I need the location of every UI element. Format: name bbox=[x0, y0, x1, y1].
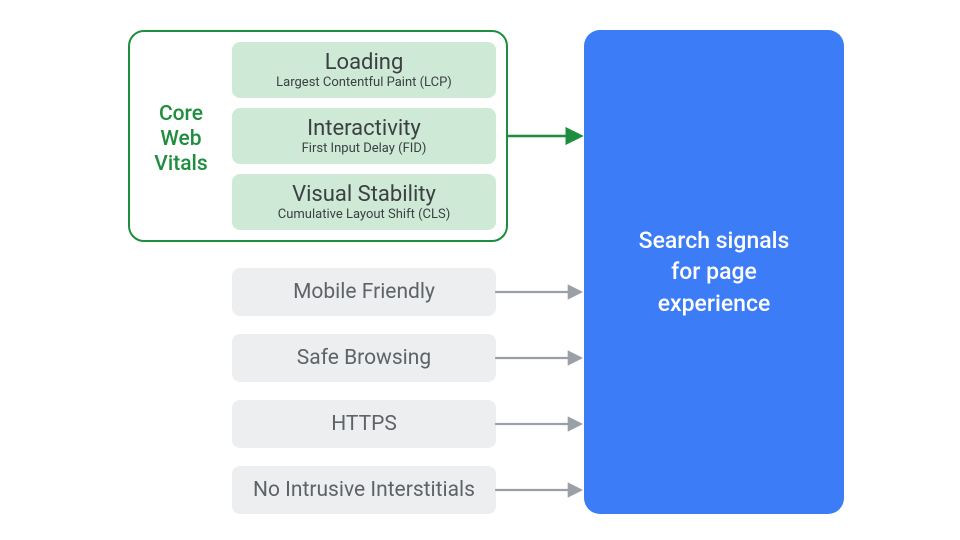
vital-interactivity: Interactivity First Input Delay (FID) bbox=[232, 108, 496, 164]
diagram-stage: { "diagram": { "type": "flowchart", "can… bbox=[0, 0, 960, 540]
cwv-label-line: Vitals bbox=[140, 152, 222, 177]
signal-label: Mobile Friendly bbox=[293, 280, 435, 304]
target-text: Search signals for page experience bbox=[639, 225, 790, 318]
vital-visual-stability: Visual Stability Cumulative Layout Shift… bbox=[232, 174, 496, 230]
cwv-label-line: Web bbox=[140, 127, 222, 152]
signal-safe-browsing: Safe Browsing bbox=[232, 334, 496, 382]
signal-label: No Intrusive Interstitials bbox=[253, 478, 475, 502]
search-signals-target: Search signals for page experience bbox=[584, 30, 844, 514]
target-line: experience bbox=[639, 288, 790, 319]
signal-label: Safe Browsing bbox=[297, 346, 431, 370]
signal-no-intrusive-interstitials: No Intrusive Interstitials bbox=[232, 466, 496, 514]
vital-title: Loading bbox=[325, 50, 404, 75]
signal-https: HTTPS bbox=[232, 400, 496, 448]
target-line: Search signals bbox=[639, 225, 790, 256]
signal-mobile-friendly: Mobile Friendly bbox=[232, 268, 496, 316]
vital-loading: Loading Largest Contentful Paint (LCP) bbox=[232, 42, 496, 98]
target-line: for page bbox=[639, 256, 790, 287]
signal-label: HTTPS bbox=[331, 412, 397, 436]
vital-subtitle: Largest Contentful Paint (LCP) bbox=[276, 75, 452, 90]
vital-title: Interactivity bbox=[307, 116, 421, 141]
vital-subtitle: Cumulative Layout Shift (CLS) bbox=[278, 207, 450, 222]
vital-title: Visual Stability bbox=[292, 182, 436, 207]
core-web-vitals-label: Core Web Vitals bbox=[140, 102, 222, 178]
vital-subtitle: First Input Delay (FID) bbox=[302, 141, 427, 156]
cwv-label-line: Core bbox=[140, 102, 222, 127]
